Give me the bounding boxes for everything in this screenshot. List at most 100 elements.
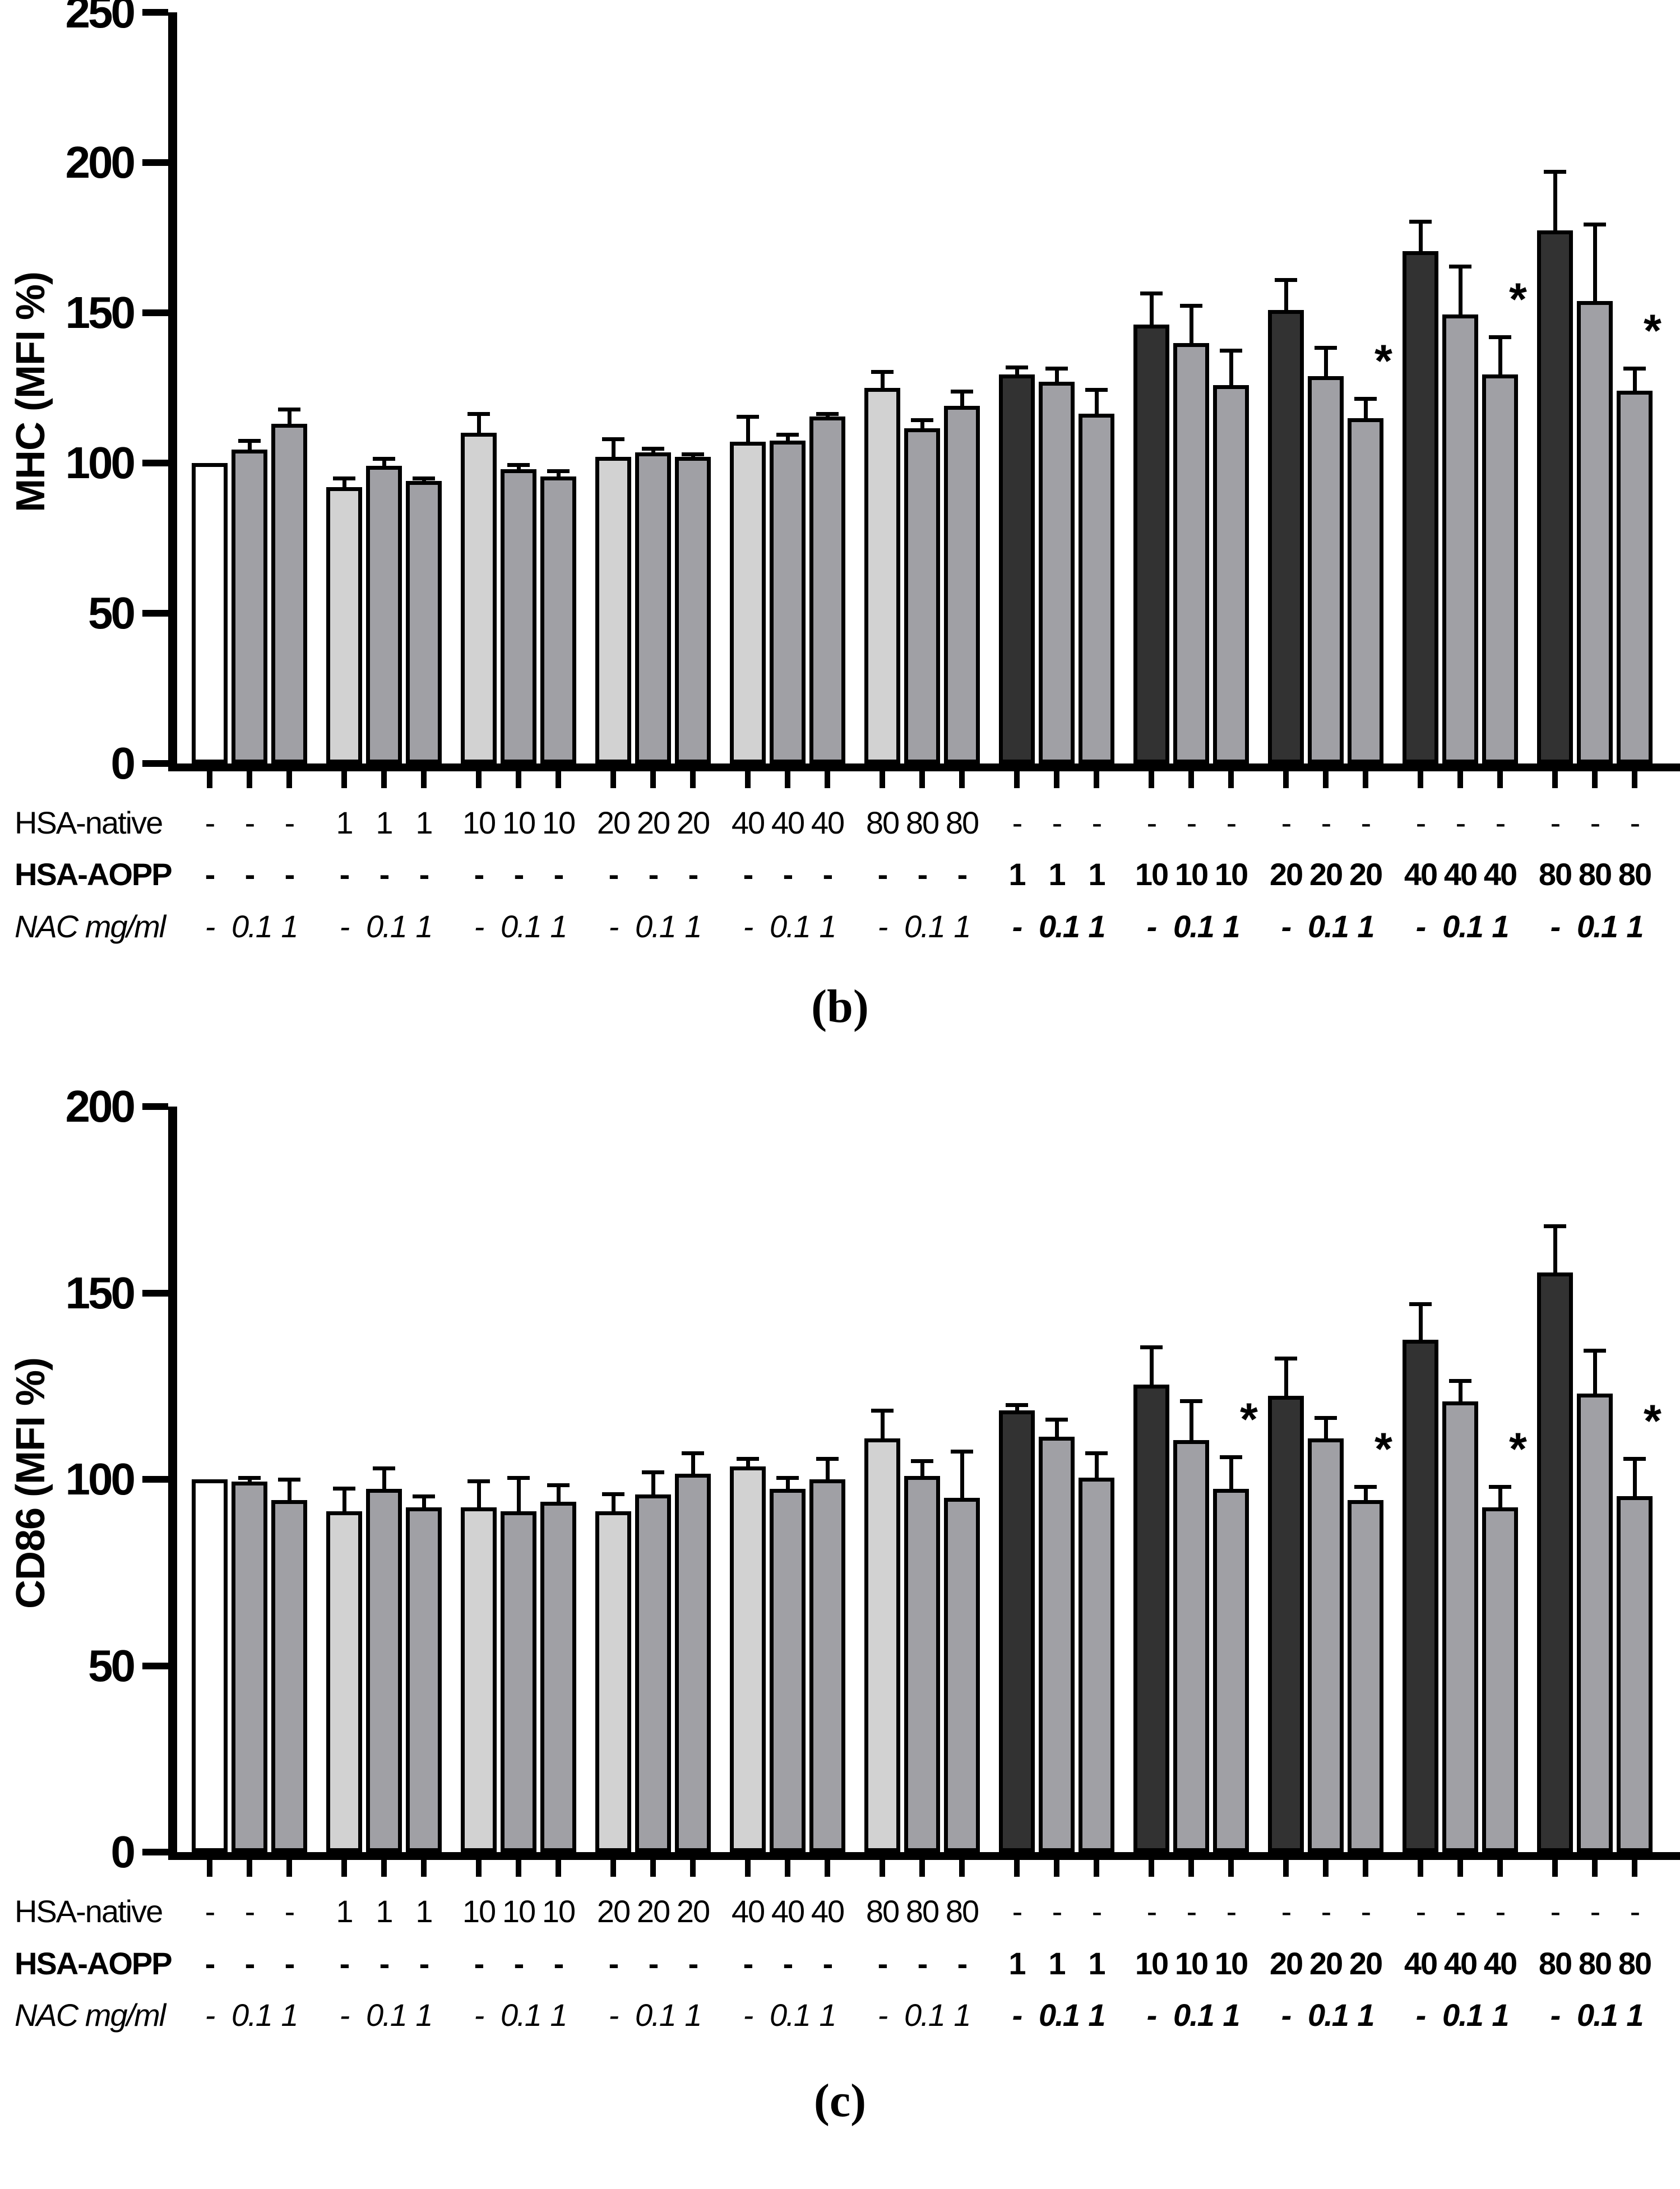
x-tick-mark (207, 1860, 212, 1877)
error-bar (1364, 397, 1368, 418)
bar-cell: * (1482, 12, 1527, 763)
x-tick-mark (421, 1860, 427, 1877)
label-group: --- (461, 1946, 576, 1982)
x-tick-mark (286, 1860, 292, 1877)
axis-label-value: - (339, 908, 350, 944)
axis-label-value: - (474, 908, 485, 944)
bar-cell: * (1348, 1107, 1392, 1853)
x-tick-cell (770, 771, 806, 788)
bar-gray (1617, 391, 1653, 763)
x-tick-mark (610, 771, 616, 788)
axis-label-value: - (205, 908, 216, 944)
axis-label-value: 1 (415, 1894, 433, 1929)
label-group: --- (192, 805, 307, 841)
x-tick-cell (406, 1860, 442, 1877)
x-tick-cell (770, 1860, 806, 1877)
tick-group (192, 771, 307, 788)
axis-label-value: - (877, 857, 888, 892)
error-bar (288, 407, 291, 424)
axis-label-value: 1 (819, 1997, 836, 2033)
bar-cell (461, 1107, 497, 1853)
x-tick-cell (192, 1860, 228, 1877)
error-bar (786, 1475, 790, 1489)
axis-label-value: - (1012, 1894, 1023, 1929)
x-tick-cell (595, 1860, 631, 1877)
x-tick-cell (1403, 1860, 1438, 1877)
error-bar-cap (1354, 397, 1377, 401)
axis-label-value: - (1052, 805, 1063, 840)
x-tick-mark (1283, 1860, 1289, 1877)
bar-light (326, 487, 362, 763)
x-tick-cell (366, 771, 402, 788)
axis-label-value: - (1146, 1894, 1158, 1929)
y-tick-mark (142, 9, 168, 16)
y-tick-label: 200 (65, 137, 136, 187)
label-group: --- (1537, 805, 1653, 841)
x-tick-cell (1213, 1860, 1249, 1877)
bar-cell: * (1482, 1107, 1527, 1853)
y-tick-mark (142, 760, 168, 767)
axis-label-value: - (1226, 1894, 1237, 1929)
bar-light (461, 433, 497, 763)
bar-gray (1482, 374, 1518, 763)
x-tick-cell (1133, 1860, 1169, 1877)
x-tick-mark (745, 1860, 751, 1877)
axis-label-value: 1 (1626, 1997, 1644, 2033)
x-tick-cell (1537, 1860, 1573, 1877)
error-bar-cap (1544, 1224, 1566, 1228)
error-bar (248, 439, 252, 450)
axis-label-value: - (1455, 805, 1466, 840)
axis-label-value: 1 (1088, 1997, 1105, 2033)
error-bar-cap (238, 1475, 261, 1480)
bar-cell (770, 12, 806, 763)
axis-label-value: 10 (462, 1894, 496, 1929)
axis-label-value: 80 (945, 1894, 979, 1929)
bar-gray (1442, 1401, 1478, 1853)
axis-label-value: 80 (866, 1894, 900, 1929)
axis-label-value: 40 (1404, 1945, 1438, 1981)
x-tick-mark (1188, 771, 1194, 788)
x-tick-cell (675, 1860, 711, 1877)
error-bar-cap (1085, 388, 1108, 392)
label-group: -0.1 1 (1403, 1997, 1518, 2033)
bar-cell (271, 1107, 307, 1853)
axis-label-value: 80 (1618, 857, 1652, 892)
axis-label-value: 20 (1269, 857, 1303, 892)
tick-group (999, 771, 1114, 788)
x-tick-mark (1054, 1860, 1059, 1877)
axis-label-value: 1 (1008, 857, 1026, 892)
axis-label-value: - (608, 908, 619, 944)
x-tick-mark (1418, 771, 1423, 788)
label-group: -0.1 1 (730, 909, 845, 945)
error-bar-cap (1085, 1451, 1108, 1456)
bar-cell (1442, 12, 1478, 763)
bar-cell (1173, 12, 1209, 763)
bar-cell (1308, 12, 1344, 763)
axis-label-value: 0.1 (904, 1997, 946, 2033)
error-bar (288, 1477, 291, 1500)
axis-label-value: - (877, 1945, 888, 1981)
label-group: --- (1268, 805, 1383, 841)
x-tick-mark (785, 1860, 790, 1877)
y-tick-label: 250 (65, 0, 136, 37)
label-group: -0.1 1 (595, 909, 711, 945)
x-tick-cell (999, 771, 1035, 788)
axis-label-value: 0.1 (1442, 1997, 1484, 2033)
error-bar-cap (642, 1470, 664, 1474)
axis-row-title-cell: HSA-AOPP (0, 1946, 173, 1982)
bar-cell: * (1213, 1107, 1258, 1853)
label-group: -0.1 1 (1537, 909, 1653, 945)
x-tick-cell (1348, 771, 1383, 788)
bar-cell (809, 12, 845, 763)
axis-label-value: 0.1 (1039, 908, 1080, 944)
x-tick-cell (730, 771, 766, 788)
bar-cell (944, 12, 980, 763)
axis-row-title-cell: HSA-native (0, 1894, 168, 1929)
x-tick-cell (1133, 771, 1169, 788)
error-bar-cap (1315, 1416, 1337, 1420)
label-group: --- (1133, 805, 1249, 841)
error-bar (920, 418, 924, 429)
x-tick-mark (690, 1860, 696, 1877)
axis-label-value: 10 (462, 805, 496, 840)
